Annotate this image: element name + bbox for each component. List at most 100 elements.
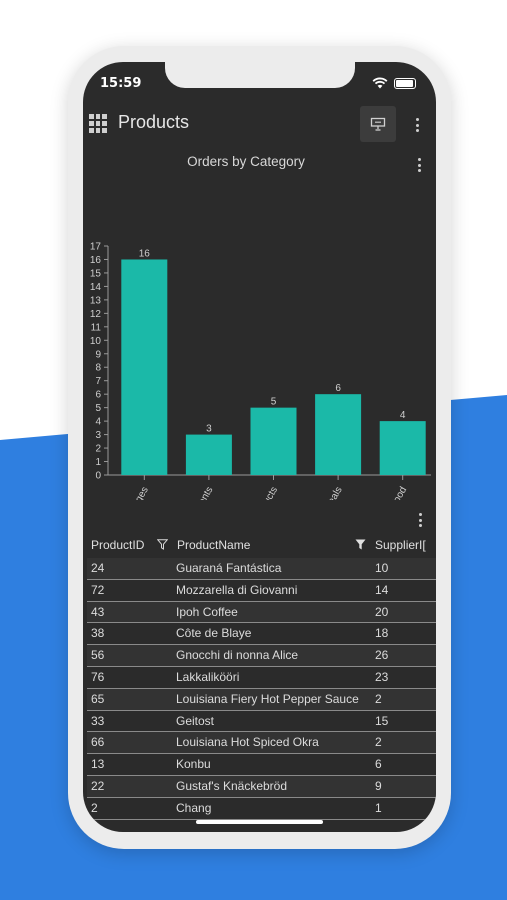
bar [185,434,232,475]
cell-productid: 66 [91,735,105,750]
y-tick-label: 14 [90,282,102,293]
presentation-button[interactable] [360,106,396,142]
cell-supplierid: 10 [375,561,389,575]
cell-supplierid: 20 [375,604,389,619]
status-time: 15:59 [100,76,142,91]
battery-icon [394,77,416,89]
x-tick-label: Seafood [381,485,409,500]
cell-productid: 76 [91,669,105,684]
y-tick-label: 3 [95,430,101,441]
cell-supplierid: 23 [375,669,389,684]
wifi-icon [372,77,388,89]
chart-menu-icon[interactable] [414,158,424,175]
cell-supplierid: 26 [375,648,389,663]
more-options-icon[interactable] [412,118,422,135]
cell-supplierid: 14 [375,582,389,597]
cell-supplierid: 18 [375,626,389,641]
cell-productid: 13 [91,757,105,772]
cell-supplierid: 1 [375,800,382,815]
bar [379,421,426,475]
app-bar: Products [83,104,436,146]
y-tick-label: 2 [95,444,101,455]
data-label: 6 [335,383,341,394]
y-tick-label: 9 [95,349,101,360]
table-row[interactable]: 66 Louisiana Hot Spiced Okra 2 [87,732,436,755]
table-row[interactable]: 43 Ipoh Coffee 20 [87,601,436,624]
table-row[interactable]: 56 Gnocchi di nonna Alice 26 [87,645,436,667]
y-tick-label: 8 [95,363,101,374]
cell-productid: 65 [91,691,105,706]
y-tick-label: 13 [90,295,102,306]
cell-productid: 24 [91,561,105,575]
y-tick-label: 17 [90,242,102,253]
cell-supplierid: 6 [375,757,382,772]
data-label: 16 [139,248,151,259]
table-row[interactable]: 24 Guaraná Fantástica 10 [87,558,436,580]
filter-active-icon[interactable] [355,539,366,550]
table-row[interactable]: 2 Chang 1 [87,798,436,820]
y-tick-label: 12 [90,309,102,320]
bar [315,394,362,475]
cell-productname: Louisiana Fiery Hot Pepper Sauce [176,691,359,706]
y-tick-label: 15 [90,268,102,279]
cell-productname: Ipoh Coffee [176,604,238,619]
y-tick-label: 10 [90,336,102,347]
column-header-productid[interactable]: ProductID [91,538,145,552]
cell-productid: 33 [91,713,105,728]
data-label: 4 [400,410,406,421]
cell-productname: Gnocchi di nonna Alice [176,648,299,663]
column-header-supplierid[interactable]: SupplierI[ [375,538,426,552]
home-indicator [196,820,323,824]
bar [250,407,297,475]
bar [121,259,168,475]
cell-productname: Geitost [176,713,215,728]
cell-supplierid: 2 [375,735,382,750]
table-row[interactable]: 76 Lakkalikööri 23 [87,667,436,689]
table-row[interactable]: 65 Louisiana Fiery Hot Pepper Sauce 2 [87,688,436,711]
y-tick-label: 1 [95,457,101,468]
cell-productid: 43 [91,604,105,619]
chart-title: Orders by Category [187,154,305,169]
status-bar: 15:59 [83,74,436,94]
grid-body: 24 Guaraná Fantástica 10 72 Mozzarella di Gi… [87,558,436,820]
table-row[interactable]: 13 Konbu 6 [87,754,436,776]
cell-productname: Louisiana Hot Spiced Okra [176,735,319,750]
cell-productid: 72 [91,582,105,597]
cell-supplierid: 2 [375,691,382,706]
data-label: 5 [271,397,277,408]
x-tick-label: Dairy Products [238,485,280,500]
y-tick-label: 4 [95,417,101,428]
y-tick-label: 5 [95,403,101,414]
cell-productid: 38 [91,626,105,641]
x-tick-label: Grains/Cereals [302,485,345,500]
cell-productname: Côte de Blaye [176,626,252,641]
page-title: Products [118,112,190,132]
presentation-icon [370,117,386,131]
cell-productname: Gustaf's Knäckebröd [176,778,288,793]
table-row[interactable]: 22 Gustaf's Knäckebröd 9 [87,775,436,798]
table-row[interactable]: 72 Mozzarella di Giovanni 14 [87,580,436,602]
grid-menu-icon[interactable] [415,513,425,530]
phone-notch [165,62,355,88]
cell-supplierid: 9 [375,778,382,793]
table-row[interactable]: 38 Côte de Blaye 18 [87,623,436,646]
y-tick-label: 11 [91,322,102,333]
y-tick-label: 7 [95,376,101,387]
x-tick-label: Beverages [117,485,150,500]
cell-productid: 2 [91,800,98,815]
filter-outline-icon[interactable] [157,539,168,550]
apps-grid-icon[interactable] [89,114,107,133]
data-label: 3 [206,424,212,435]
cell-productid: 22 [91,778,105,793]
x-tick-label: Condiments [179,485,215,500]
cell-productname: Mozzarella di Giovanni [176,582,298,597]
cell-productid: 56 [91,648,105,663]
grid-header: ProductID ProductName SupplierI[ [87,532,436,558]
column-header-productname[interactable]: ProductName [177,538,251,552]
y-tick-label: 6 [95,390,101,401]
cell-productname: Konbu [176,757,211,772]
table-row[interactable]: 33 Geitost 15 [87,711,436,733]
cell-supplierid: 15 [375,713,389,728]
y-tick-label: 0 [95,471,101,482]
